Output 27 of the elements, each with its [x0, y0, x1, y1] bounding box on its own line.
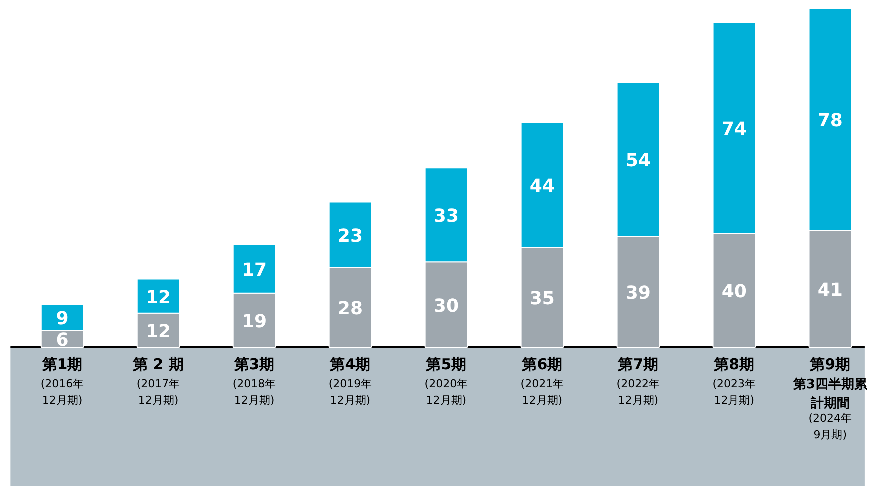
x-tick-label: 第9期第3四半期累計期間 (2024年9月期) [792, 356, 868, 442]
x-tick-label: 第1期 (2016年12月期) [40, 356, 84, 407]
data-label: 41 [818, 280, 843, 302]
x-tick-label: 第4期 (2019年12月期) [328, 356, 372, 407]
data-label: 19 [242, 311, 268, 332]
x-tick-label: 第 2 期 (2017年12月期) [132, 356, 184, 407]
x-tick-label: 第6期 (2021年12月期) [520, 356, 564, 407]
data-label: 33 [434, 206, 459, 228]
data-label: 28 [338, 298, 363, 320]
data-label: 40 [722, 282, 747, 303]
data-label: 74 [722, 119, 747, 140]
data-label: 44 [530, 176, 555, 198]
data-label: 17 [242, 260, 268, 282]
data-label: 78 [818, 110, 843, 132]
x-tick-label: 第8期 (2023年12月期) [712, 356, 756, 407]
x-tick-label: 第3期 (2018年12月期) [232, 356, 276, 407]
data-label: 35 [530, 288, 555, 310]
x-tick-label: 第7期 (2022年12月期) [616, 356, 660, 407]
x-tick-label: 第5期 (2020年12月期) [424, 356, 468, 407]
data-label: 23 [338, 226, 363, 248]
data-label: 30 [434, 296, 459, 317]
data-label: 39 [626, 283, 651, 304]
data-label: 12 [146, 287, 172, 308]
data-label: 9 [56, 308, 69, 330]
data-label: 54 [626, 150, 651, 172]
data-label: 6 [56, 330, 69, 351]
data-label: 12 [146, 321, 172, 342]
